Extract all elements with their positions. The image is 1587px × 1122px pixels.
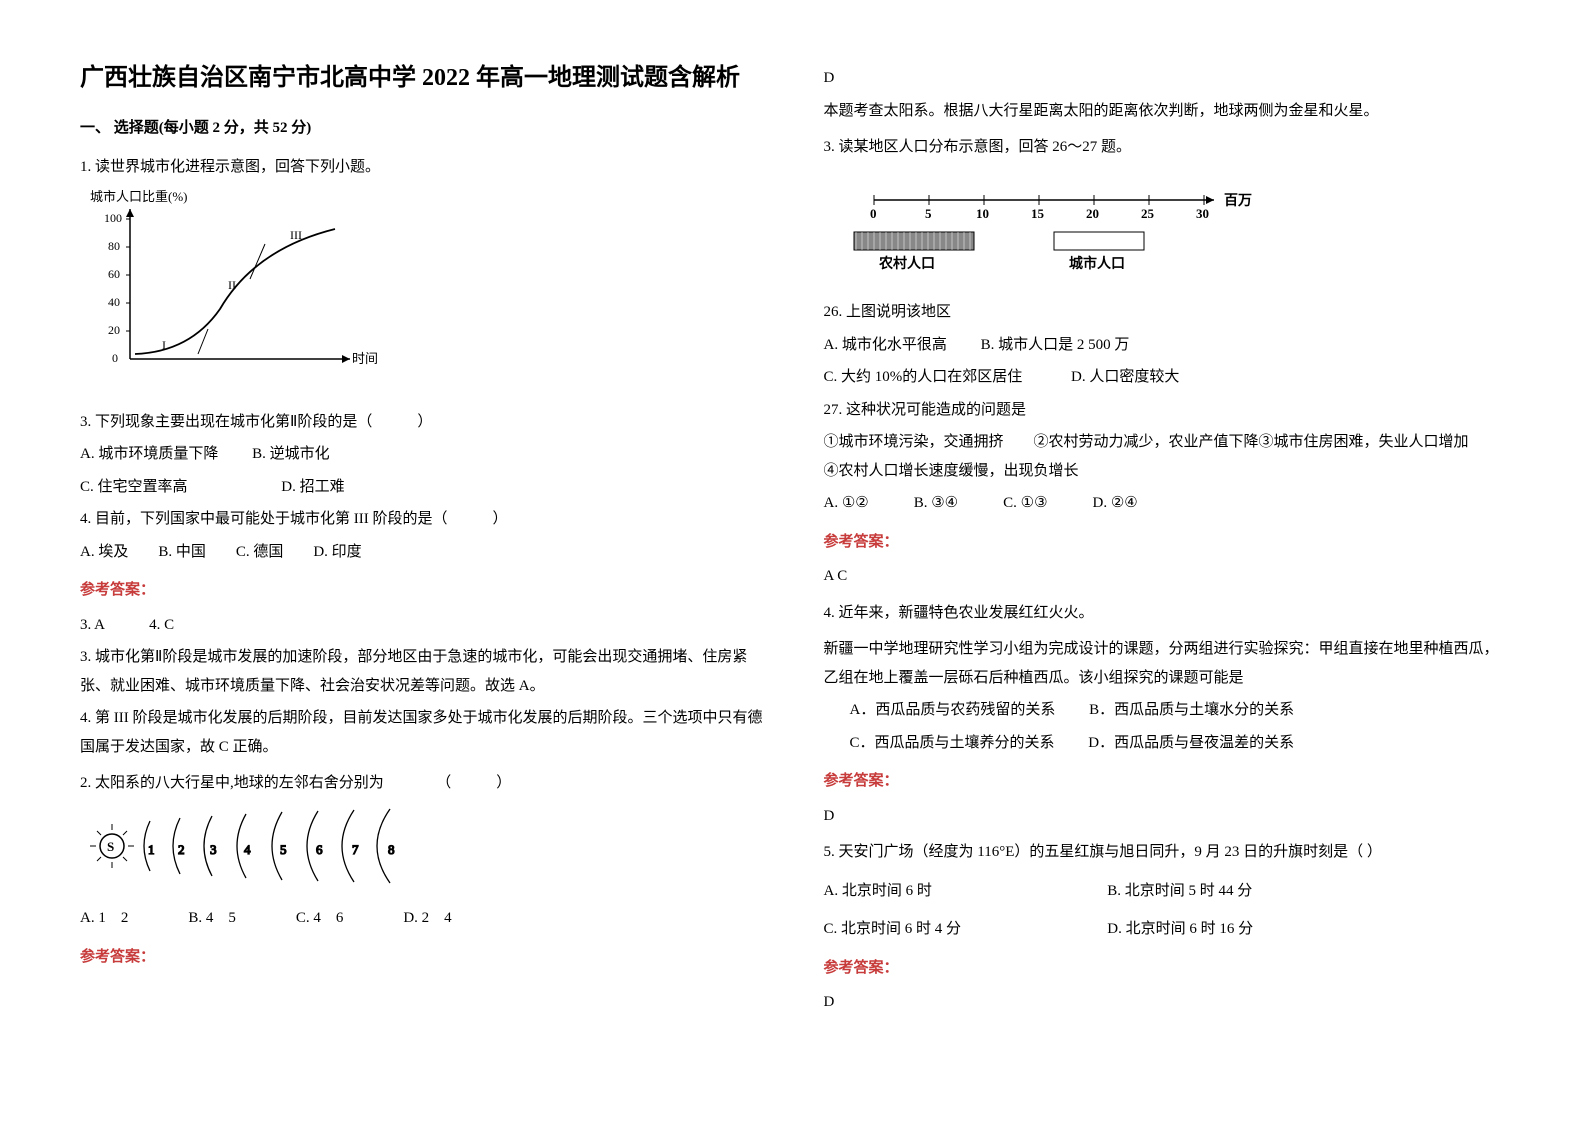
section-heading: 一、 选择题(每小题 2 分，共 52 分)	[80, 114, 764, 143]
chart-y-label: 城市人口比重(%)	[90, 189, 188, 204]
q4-row1: A．西瓜品质与农药残留的关系 B．西瓜品质与土壤水分的关系	[850, 696, 1508, 725]
svg-text:7: 7	[352, 842, 359, 857]
solar-system-diagram: S 1 2 3 4 5 6 7 8	[90, 806, 764, 897]
q3-26: 26. 上图说明该地区	[824, 298, 1508, 327]
q1-3-opts-row2: C. 住宅空置率高 D. 招工难	[80, 473, 764, 502]
svg-text:II: II	[228, 278, 236, 292]
svg-text:60: 60	[108, 267, 120, 281]
answer-label-3: 参考答案：	[824, 528, 1508, 557]
urbanization-chart: 城市人口比重(%) 0 20 40 60 80 100	[90, 189, 764, 400]
q1-3-opts-row1: A. 城市环境质量下降 B. 逆城市化	[80, 440, 764, 469]
opt-c: C. 住宅空置率高	[80, 479, 188, 495]
q5: 5. 天安门广场（经度为 116°E）的五星红旗与旭日同升，9 月 23 日的升…	[824, 838, 1508, 867]
svg-text:3: 3	[210, 842, 217, 857]
svg-text:1: 1	[148, 842, 155, 857]
q4-ans: D	[824, 802, 1508, 831]
opt-c: C. 大约 10%的人口在郊区居住	[824, 369, 1023, 385]
svg-text:5: 5	[280, 842, 287, 857]
opt-b: B．西瓜品质与土壤水分的关系	[1089, 702, 1294, 718]
svg-text:100: 100	[104, 211, 122, 225]
q1-intro: 1. 读世界城市化进程示意图，回答下列小题。	[80, 153, 764, 182]
svg-text:10: 10	[976, 206, 989, 221]
q3-26-row2: C. 大约 10%的人口在郊区居住 D. 人口密度较大	[824, 363, 1508, 392]
q1-exp1: 3. 城市化第Ⅱ阶段是城市发展的加速阶段，部分地区由于急速的城市化，可能会出现交…	[80, 643, 764, 700]
q1-exp2: 4. 第 III 阶段是城市化发展的后期阶段，目前发达国家多处于城市化发展的后期…	[80, 704, 764, 761]
answer-label-2: 参考答案：	[80, 943, 764, 972]
q1-4-opts: A. 埃及 B. 中国 C. 德国 D. 印度	[80, 538, 764, 567]
opt-a: A. 北京时间 6 时	[824, 877, 1104, 906]
q1-sub3: 3. 下列现象主要出现在城市化第Ⅱ阶段的是（ ）	[80, 408, 764, 437]
svg-text:8: 8	[388, 842, 395, 857]
q5-ans: D	[824, 988, 1508, 1017]
svg-text:III: III	[290, 228, 302, 242]
left-column: 广西壮族自治区南宁市北高中学 2022 年高一地理测试题含解析 一、 选择题(每…	[80, 60, 764, 1021]
svg-text:0: 0	[112, 351, 118, 365]
svg-text:20: 20	[108, 323, 120, 337]
q4-body: 新疆一中学地理研究性学习小组为完成设计的课题，分两组进行实验探究：甲组直接在地里…	[824, 635, 1508, 692]
answer-label-4: 参考答案：	[824, 767, 1508, 796]
svg-text:百万: 百万	[1224, 193, 1252, 209]
svg-text:4: 4	[244, 842, 251, 857]
opt-b: B. 城市人口是 2 500 万	[981, 337, 1130, 353]
population-diagram: 0 5 10 15 20 25 30 百万	[834, 170, 1508, 291]
q2: 2. 太阳系的八大行星中,地球的左邻右舍分别为 （ ）	[80, 769, 764, 798]
svg-text:0: 0	[870, 206, 877, 221]
svg-text:20: 20	[1086, 206, 1099, 221]
q5-row1: A. 北京时间 6 时 B. 北京时间 5 时 44 分	[824, 877, 1508, 906]
svg-text:15: 15	[1031, 206, 1045, 221]
q3-ans: A C	[824, 562, 1508, 591]
svg-text:30: 30	[1196, 206, 1209, 221]
y-ticks: 0 20 40 60 80 100	[104, 211, 130, 365]
right-column: D 本题考查太阳系。根据八大行星距离太阳的距离依次判断，地球两侧为金星和火星。 …	[824, 60, 1508, 1021]
svg-text:25: 25	[1141, 206, 1155, 221]
opt-c: C．西瓜品质与土壤养分的关系	[850, 735, 1055, 751]
answer-label-5: 参考答案：	[824, 954, 1508, 983]
opt-c: C. 北京时间 6 时 4 分	[824, 915, 1104, 944]
opt-a: A. 城市化水平很高	[824, 337, 947, 353]
q3-26-row1: A. 城市化水平很高 B. 城市人口是 2 500 万	[824, 331, 1508, 360]
opt-d: D. 北京时间 6 时 16 分	[1107, 921, 1253, 937]
chart-x-label: 时间	[352, 351, 378, 366]
svg-text:40: 40	[108, 295, 120, 309]
svg-text:6: 6	[316, 842, 323, 857]
q3-27-opts: A. ①② B. ③④ C. ①③ D. ②④	[824, 489, 1508, 518]
q3-intro: 3. 读某地区人口分布示意图，回答 26～27 题。	[824, 133, 1508, 162]
q1-sub4: 4. 目前，下列国家中最可能处于城市化第 III 阶段的是（ ）	[80, 505, 764, 534]
q1-answers: 3. A 4. C	[80, 611, 764, 640]
q2-ans: D	[824, 64, 1508, 93]
q5-row2: C. 北京时间 6 时 4 分 D. 北京时间 6 时 16 分	[824, 915, 1508, 944]
svg-text:城市人口: 城市人口	[1069, 255, 1125, 272]
opt-b: B. 北京时间 5 时 44 分	[1107, 883, 1252, 899]
opt-d: D. 招工难	[281, 479, 344, 495]
answer-label: 参考答案：	[80, 576, 764, 605]
opt-a: A. 城市环境质量下降	[80, 446, 218, 462]
opt-a: A．西瓜品质与农药残留的关系	[850, 702, 1056, 718]
svg-text:5: 5	[925, 206, 932, 221]
q4: 4. 近年来，新疆特色农业发展红红火火。	[824, 599, 1508, 628]
q2-exp: 本题考查太阳系。根据八大行星距离太阳的距离依次判断，地球两侧为金星和火星。	[824, 97, 1508, 126]
opt-d: D．西瓜品质与昼夜温差的关系	[1088, 735, 1294, 751]
q2-opts: A. 1 2 B. 4 5 C. 4 6 D. 2 4	[80, 904, 764, 933]
svg-text:80: 80	[108, 239, 120, 253]
page-title: 广西壮族自治区南宁市北高中学 2022 年高一地理测试题含解析	[80, 60, 764, 96]
svg-text:2: 2	[178, 842, 185, 857]
q3-27-body: ①城市环境污染，交通拥挤 ②农村劳动力减少，农业产值下降③城市住房困难，失业人口…	[824, 428, 1508, 485]
q4-row2: C．西瓜品质与土壤养分的关系 D．西瓜品质与昼夜温差的关系	[850, 729, 1508, 758]
svg-text:S: S	[107, 839, 114, 854]
opt-b: B. 逆城市化	[252, 446, 330, 462]
svg-text:农村人口: 农村人口	[878, 255, 935, 272]
q3-27: 27. 这种状况可能造成的问题是	[824, 396, 1508, 425]
svg-text:I: I	[162, 338, 166, 352]
opt-d: D. 人口密度较大	[1071, 369, 1179, 385]
